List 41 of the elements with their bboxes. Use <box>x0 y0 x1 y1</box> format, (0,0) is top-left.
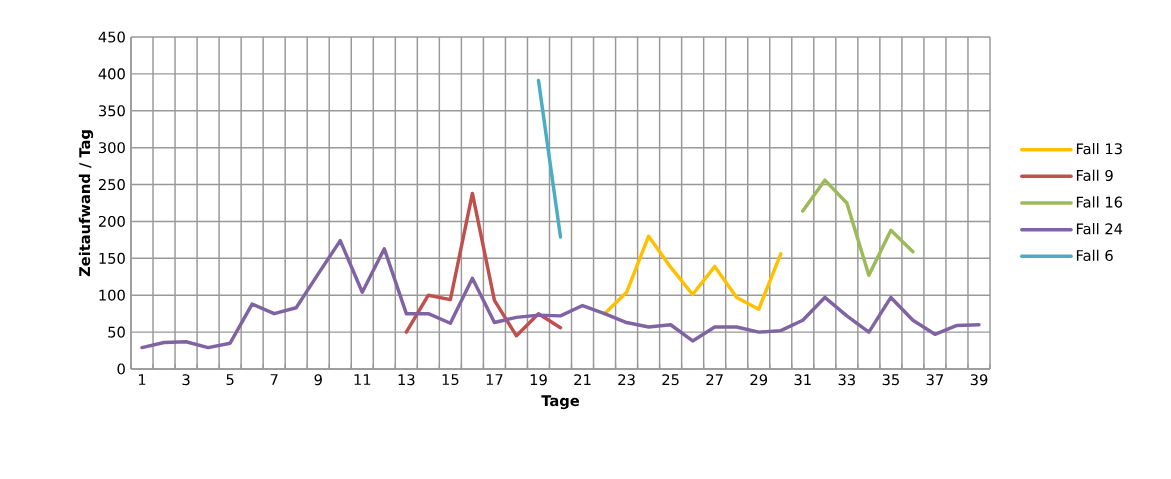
line-series <box>602 234 783 316</box>
x-tick-label: 9 <box>314 374 322 386</box>
legend-label: Fall 16 <box>1076 196 1123 208</box>
x-tick-label: 13 <box>398 374 415 386</box>
line-series <box>404 191 563 338</box>
x-tick-label: 33 <box>838 374 855 386</box>
x-tick-label: 15 <box>442 374 459 386</box>
x-tick-label: 37 <box>926 374 944 386</box>
x-tick-label: 25 <box>662 374 679 386</box>
legend-label: Fall 24 <box>1076 223 1123 235</box>
line-series <box>801 178 915 278</box>
x-tick-label: 23 <box>618 374 635 386</box>
y-tick-label: 400 <box>98 68 125 80</box>
x-tick-label: 21 <box>574 374 591 386</box>
y-tick-label: 50 <box>108 326 125 338</box>
x-tick-label: 35 <box>882 374 899 386</box>
x-tick-label: 3 <box>182 374 190 386</box>
legend-label: Fall 6 <box>1076 249 1113 262</box>
x-tick-label: 11 <box>354 374 371 385</box>
x-tick-label: 1 <box>138 374 146 385</box>
x-tick-label: 31 <box>794 374 811 386</box>
x-tick-label: 17 <box>486 374 503 385</box>
legend-label: Fall 9 <box>1076 169 1113 181</box>
x-tick-label: 29 <box>750 374 768 386</box>
x-tick-label: 19 <box>530 374 547 386</box>
y-tick-label: 300 <box>98 142 125 154</box>
y-axis-title: Zeitaufwand / Tag <box>78 130 94 277</box>
y-tick-label: 350 <box>98 105 125 117</box>
y-tick-label: 450 <box>98 31 125 43</box>
x-tick-label: 7 <box>270 374 278 385</box>
x-tick-label: 39 <box>970 374 988 386</box>
y-tick-label: 250 <box>98 179 125 191</box>
x-axis-title: Tage <box>541 395 580 410</box>
y-tick-label: 150 <box>99 252 125 264</box>
x-tick-label: 27 <box>706 374 723 386</box>
y-tick-label: 100 <box>99 289 125 301</box>
y-tick-label: 200 <box>98 215 125 227</box>
x-tick-label: 5 <box>226 374 234 386</box>
legend-label: Fall 13 <box>1076 142 1122 155</box>
y-tick-label: 0 <box>117 363 125 375</box>
line-series <box>140 238 981 350</box>
